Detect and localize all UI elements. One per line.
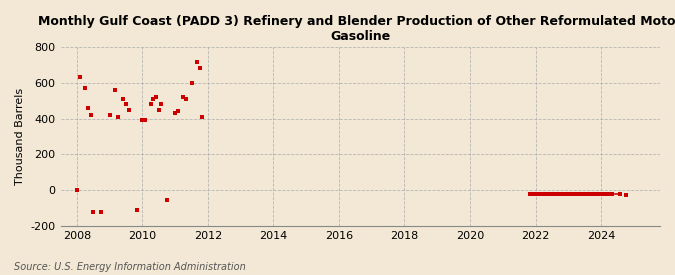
Point xyxy=(595,191,606,196)
Point xyxy=(593,191,604,196)
Point xyxy=(538,191,549,196)
Point xyxy=(178,95,189,99)
Point xyxy=(530,191,541,196)
Point xyxy=(585,191,595,196)
Point xyxy=(549,191,560,196)
Point xyxy=(110,88,121,92)
Point xyxy=(96,209,107,214)
Point xyxy=(568,191,579,196)
Point xyxy=(552,191,563,196)
Point xyxy=(576,191,587,196)
Point xyxy=(524,191,535,196)
Point xyxy=(533,191,543,196)
Title: Monthly Gulf Coast (PADD 3) Refinery and Blender Production of Other Reformulate: Monthly Gulf Coast (PADD 3) Refinery and… xyxy=(38,15,675,43)
Point xyxy=(579,191,590,196)
Point xyxy=(582,191,593,196)
Point xyxy=(186,81,197,85)
Point xyxy=(82,106,93,110)
Point xyxy=(124,108,134,113)
Point xyxy=(80,86,90,90)
Point xyxy=(72,188,82,192)
Point xyxy=(571,191,582,196)
Point xyxy=(113,114,124,119)
Point xyxy=(544,191,555,196)
Point xyxy=(563,191,574,196)
Point xyxy=(137,118,148,122)
Point xyxy=(161,198,172,202)
Point xyxy=(181,97,192,101)
Point xyxy=(148,97,159,101)
Point xyxy=(620,193,631,198)
Point xyxy=(197,114,208,119)
Point xyxy=(527,191,538,196)
Point xyxy=(151,95,161,99)
Point xyxy=(587,191,598,196)
Point xyxy=(88,209,99,214)
Point xyxy=(601,191,612,196)
Point xyxy=(121,102,132,106)
Point xyxy=(194,66,205,71)
Point xyxy=(74,75,85,79)
Point xyxy=(547,191,558,196)
Point xyxy=(598,191,609,196)
Point xyxy=(536,191,547,196)
Point xyxy=(192,60,202,64)
Point xyxy=(566,191,576,196)
Point xyxy=(574,191,585,196)
Point xyxy=(85,113,96,117)
Point xyxy=(118,97,129,101)
Point xyxy=(145,102,156,106)
Point xyxy=(140,118,151,122)
Point xyxy=(156,102,167,106)
Point xyxy=(558,191,568,196)
Point xyxy=(560,191,571,196)
Point xyxy=(170,111,181,115)
Point xyxy=(615,191,626,196)
Y-axis label: Thousand Barrels: Thousand Barrels xyxy=(15,88,25,185)
Point xyxy=(590,191,601,196)
Point xyxy=(604,191,615,196)
Point xyxy=(606,191,617,196)
Point xyxy=(172,109,183,114)
Point xyxy=(555,191,566,196)
Point xyxy=(541,191,551,196)
Point xyxy=(153,108,164,113)
Point xyxy=(132,208,142,212)
Text: Source: U.S. Energy Information Administration: Source: U.S. Energy Information Administ… xyxy=(14,262,245,272)
Point xyxy=(104,113,115,117)
